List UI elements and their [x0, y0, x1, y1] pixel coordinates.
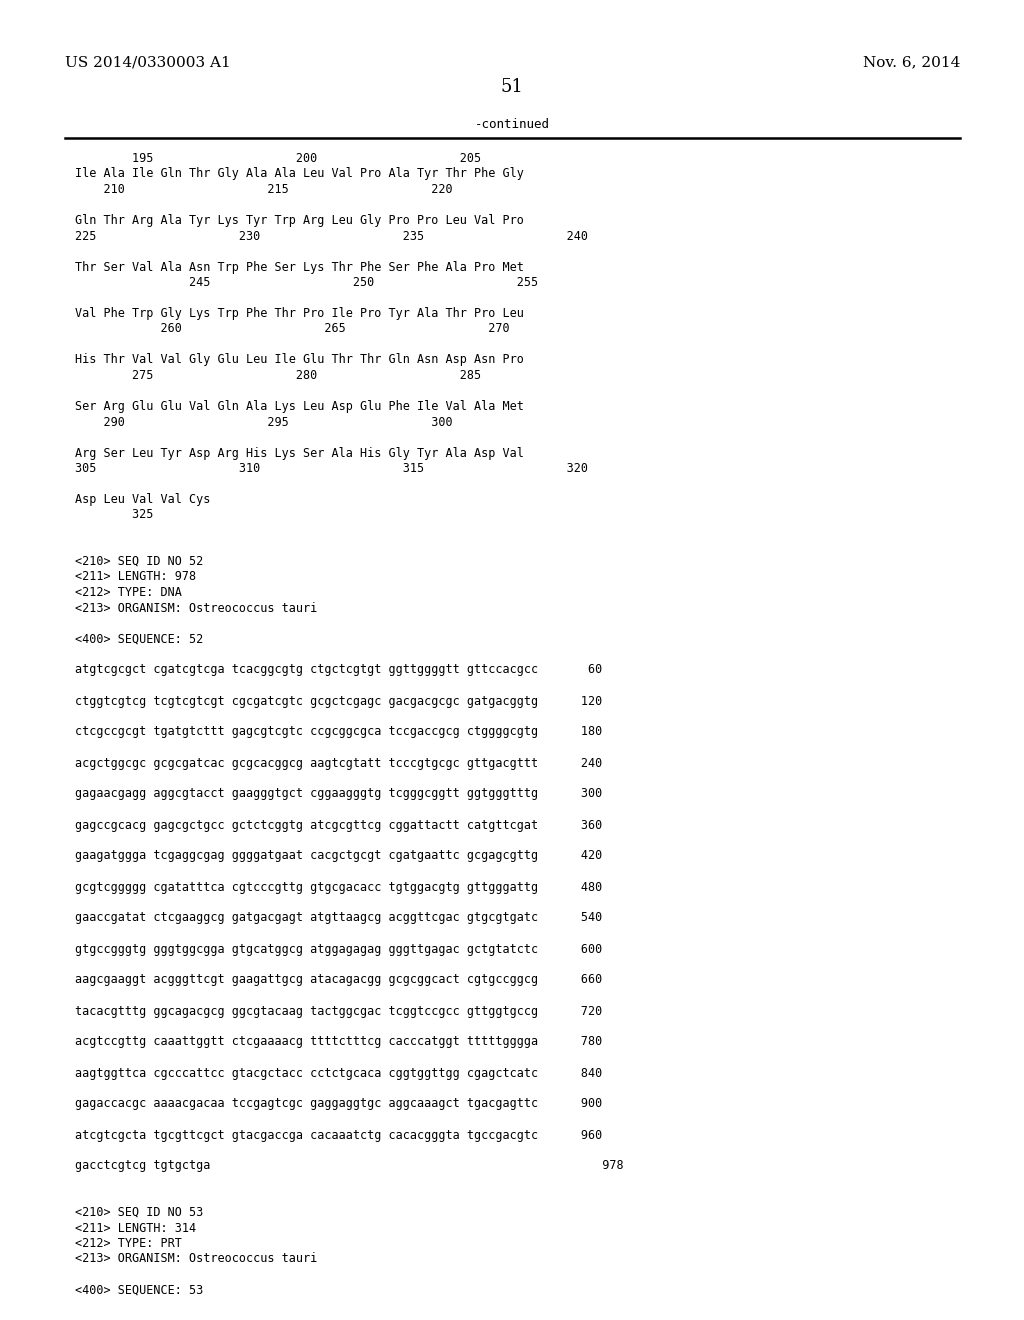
- Text: Ile Ala Ile Gln Thr Gly Ala Ala Leu Val Pro Ala Tyr Thr Phe Gly: Ile Ala Ile Gln Thr Gly Ala Ala Leu Val …: [75, 168, 524, 181]
- Text: gaagatggga tcgaggcgag ggggatgaat cacgctgcgt cgatgaattc gcgagcgttg      420: gaagatggga tcgaggcgag ggggatgaat cacgctg…: [75, 850, 602, 862]
- Text: atgtcgcgct cgatcgtcga tcacggcgtg ctgctcgtgt ggttggggtt gttccacgcc       60: atgtcgcgct cgatcgtcga tcacggcgtg ctgctcg…: [75, 664, 602, 676]
- Text: aagtggttca cgcccattcc gtacgctacc cctctgcaca cggtggttgg cgagctcatc      840: aagtggttca cgcccattcc gtacgctacc cctctgc…: [75, 1067, 602, 1080]
- Text: 245                    250                    255: 245 250 255: [75, 276, 539, 289]
- Text: 275                    280                    285: 275 280 285: [75, 370, 481, 381]
- Text: 305                    310                    315                    320: 305 310 315 320: [75, 462, 588, 475]
- Text: ctggtcgtcg tcgtcgtcgt cgcgatcgtc gcgctcgagc gacgacgcgc gatgacggtg      120: ctggtcgtcg tcgtcgtcgt cgcgatcgtc gcgctcg…: [75, 694, 602, 708]
- Text: <213> ORGANISM: Ostreococcus tauri: <213> ORGANISM: Ostreococcus tauri: [75, 602, 317, 615]
- Text: Gln Thr Arg Ala Tyr Lys Tyr Trp Arg Leu Gly Pro Pro Leu Val Pro: Gln Thr Arg Ala Tyr Lys Tyr Trp Arg Leu …: [75, 214, 524, 227]
- Text: Asp Leu Val Val Cys: Asp Leu Val Val Cys: [75, 492, 210, 506]
- Text: gaaccgatat ctcgaaggcg gatgacgagt atgttaagcg acggttcgac gtgcgtgatc      540: gaaccgatat ctcgaaggcg gatgacgagt atgttaa…: [75, 912, 602, 924]
- Text: 325: 325: [75, 508, 154, 521]
- Text: <210> SEQ ID NO 53: <210> SEQ ID NO 53: [75, 1206, 203, 1218]
- Text: US 2014/0330003 A1: US 2014/0330003 A1: [65, 55, 230, 69]
- Text: <400> SEQUENCE: 53: <400> SEQUENCE: 53: [75, 1283, 203, 1296]
- Text: gcgtcggggg cgatatttca cgtcccgttg gtgcgacacc tgtggacgtg gttgggattg      480: gcgtcggggg cgatatttca cgtcccgttg gtgcgac…: [75, 880, 602, 894]
- Text: tacacgtttg ggcagacgcg ggcgtacaag tactggcgac tcggtccgcc gttggtgccg      720: tacacgtttg ggcagacgcg ggcgtacaag tactggc…: [75, 1005, 602, 1018]
- Text: atcgtcgcta tgcgttcgct gtacgaccga cacaaatctg cacacgggta tgccgacgtc      960: atcgtcgcta tgcgttcgct gtacgaccga cacaaat…: [75, 1129, 602, 1142]
- Text: Nov. 6, 2014: Nov. 6, 2014: [862, 55, 961, 69]
- Text: gagaacgagg aggcgtacct gaagggtgct cggaagggtg tcgggcggtt ggtgggtttg      300: gagaacgagg aggcgtacct gaagggtgct cggaagg…: [75, 788, 602, 800]
- Text: 51: 51: [501, 78, 523, 96]
- Text: gtgccgggtg gggtggcgga gtgcatggcg atggagagag gggttgagac gctgtatctc      600: gtgccgggtg gggtggcgga gtgcatggcg atggaga…: [75, 942, 602, 956]
- Text: 210                    215                    220: 210 215 220: [75, 183, 453, 195]
- Text: <400> SEQUENCE: 52: <400> SEQUENCE: 52: [75, 632, 203, 645]
- Text: gagaccacgc aaaacgacaa tccgagtcgc gaggaggtgc aggcaaagct tgacgagttc      900: gagaccacgc aaaacgacaa tccgagtcgc gaggagg…: [75, 1097, 602, 1110]
- Text: acgctggcgc gcgcgatcac gcgcacggcg aagtcgtatt tcccgtgcgc gttgacgttt      240: acgctggcgc gcgcgatcac gcgcacggcg aagtcgt…: [75, 756, 602, 770]
- Text: Ser Arg Glu Glu Val Gln Ala Lys Leu Asp Glu Phe Ile Val Ala Met: Ser Arg Glu Glu Val Gln Ala Lys Leu Asp …: [75, 400, 524, 413]
- Text: <213> ORGANISM: Ostreococcus tauri: <213> ORGANISM: Ostreococcus tauri: [75, 1253, 317, 1266]
- Text: 195                    200                    205: 195 200 205: [75, 152, 481, 165]
- Text: <212> TYPE: PRT: <212> TYPE: PRT: [75, 1237, 182, 1250]
- Text: -continued: -continued: [474, 117, 550, 131]
- Text: <211> LENGTH: 314: <211> LENGTH: 314: [75, 1221, 197, 1234]
- Text: Arg Ser Leu Tyr Asp Arg His Lys Ser Ala His Gly Tyr Ala Asp Val: Arg Ser Leu Tyr Asp Arg His Lys Ser Ala …: [75, 446, 524, 459]
- Text: Val Phe Trp Gly Lys Trp Phe Thr Pro Ile Pro Tyr Ala Thr Pro Leu: Val Phe Trp Gly Lys Trp Phe Thr Pro Ile …: [75, 308, 524, 319]
- Text: <210> SEQ ID NO 52: <210> SEQ ID NO 52: [75, 554, 203, 568]
- Text: ctcgccgcgt tgatgtcttt gagcgtcgtc ccgcggcgca tccgaccgcg ctggggcgtg      180: ctcgccgcgt tgatgtcttt gagcgtcgtc ccgcggc…: [75, 726, 602, 738]
- Text: <212> TYPE: DNA: <212> TYPE: DNA: [75, 586, 182, 599]
- Text: <211> LENGTH: 978: <211> LENGTH: 978: [75, 570, 197, 583]
- Text: gagccgcacg gagcgctgcc gctctcggtg atcgcgttcg cggattactt catgttcgat      360: gagccgcacg gagcgctgcc gctctcggtg atcgcgt…: [75, 818, 602, 832]
- Text: 290                    295                    300: 290 295 300: [75, 416, 453, 429]
- Text: 225                    230                    235                    240: 225 230 235 240: [75, 230, 588, 243]
- Text: Thr Ser Val Ala Asn Trp Phe Ser Lys Thr Phe Ser Phe Ala Pro Met: Thr Ser Val Ala Asn Trp Phe Ser Lys Thr …: [75, 260, 524, 273]
- Text: acgtccgttg caaattggtt ctcgaaaacg ttttctttcg cacccatggt tttttgggga      780: acgtccgttg caaattggtt ctcgaaaacg ttttctt…: [75, 1035, 602, 1048]
- Text: 260                    265                    270: 260 265 270: [75, 322, 510, 335]
- Text: His Thr Val Val Gly Glu Leu Ile Glu Thr Thr Gln Asn Asp Asn Pro: His Thr Val Val Gly Glu Leu Ile Glu Thr …: [75, 354, 524, 367]
- Text: gacctcgtcg tgtgctga                                                       978: gacctcgtcg tgtgctga 978: [75, 1159, 624, 1172]
- Text: aagcgaaggt acgggttcgt gaagattgcg atacagacgg gcgcggcact cgtgccggcg      660: aagcgaaggt acgggttcgt gaagattgcg atacaga…: [75, 974, 602, 986]
